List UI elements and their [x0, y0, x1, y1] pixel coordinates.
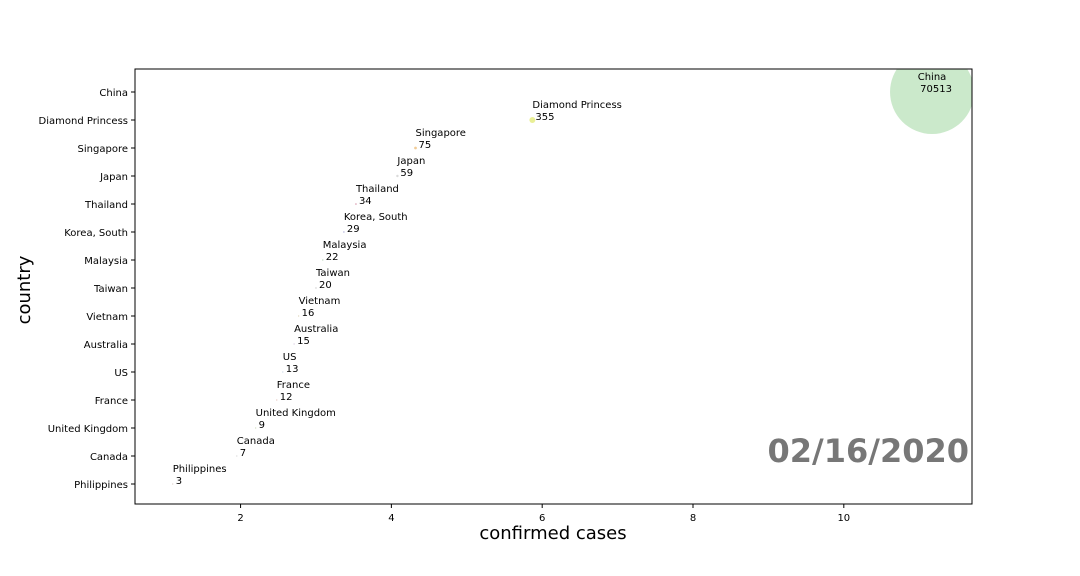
- point-label-country: China: [918, 72, 947, 83]
- bubble-china: [890, 69, 972, 134]
- point-label-value: 70513: [920, 84, 952, 95]
- y-tick-label: US: [114, 368, 128, 379]
- y-tick-label: Canada: [90, 452, 128, 463]
- point-label-value: 355: [535, 112, 554, 123]
- x-tick-label: 10: [837, 513, 850, 524]
- point-label-value: 7: [240, 448, 246, 459]
- bubble-us: [282, 371, 284, 373]
- point-label-country: Japan: [396, 156, 425, 167]
- point-label-country: United Kingdom: [256, 408, 336, 419]
- bubble-korea-south: [343, 231, 345, 233]
- y-tick-label: Australia: [84, 340, 128, 351]
- bubble-australia: [293, 343, 295, 345]
- point-label-country: Korea, South: [344, 212, 408, 223]
- point-label-value: 3: [176, 476, 182, 487]
- point-label-country: Thailand: [355, 184, 399, 195]
- point-label-value: 34: [359, 196, 372, 207]
- y-tick-label: Singapore: [78, 144, 128, 155]
- data-points: [172, 69, 972, 485]
- bubble-philippines: [172, 483, 174, 485]
- point-label-country: Australia: [294, 324, 338, 335]
- plot-frame: [134, 68, 973, 505]
- point-label-country: Taiwan: [315, 268, 350, 279]
- x-axis-title: confirmed cases: [479, 523, 626, 544]
- bubble-singapore: [414, 146, 417, 150]
- y-tick-label: United Kingdom: [48, 424, 128, 435]
- y-axis-title: country: [14, 255, 35, 324]
- bubble-france: [276, 399, 278, 401]
- y-tick-label: Thailand: [84, 200, 128, 211]
- bubble-diamond-princess: [529, 117, 536, 123]
- y-tick-label: Korea, South: [64, 228, 128, 239]
- x-tick-label: 4: [388, 513, 394, 524]
- date-stamp: 02/16/2020: [768, 432, 970, 470]
- point-label-country: Malaysia: [323, 240, 367, 251]
- y-tick-label: Taiwan: [93, 284, 128, 295]
- point-label-value: 12: [280, 392, 293, 403]
- y-axis-ticks: China Diamond Princess Singapore Japan Thail…: [39, 88, 135, 491]
- y-tick-label: Japan: [99, 172, 128, 183]
- point-label-country: Canada: [237, 436, 275, 447]
- bubble-taiwan: [315, 287, 317, 289]
- point-label-value: 59: [400, 168, 413, 179]
- bubble-malaysia: [322, 259, 324, 261]
- point-label-value: 15: [297, 336, 310, 347]
- y-tick-label: Vietnam: [86, 312, 128, 323]
- bubble-japan: [396, 174, 399, 178]
- point-label-value: 16: [302, 308, 315, 319]
- bubble-thailand: [355, 203, 357, 205]
- y-tick-label: China: [99, 88, 128, 99]
- point-label-value: 20: [319, 280, 332, 291]
- x-tick-label: 6: [539, 513, 545, 524]
- x-tick-label: 8: [690, 513, 696, 524]
- y-tick-label: Malaysia: [84, 256, 128, 267]
- bubble-vietnam: [297, 315, 300, 317]
- y-tick-label: Diamond Princess: [39, 116, 128, 127]
- x-axis-ticks: 2 4 6 8 10: [237, 504, 850, 524]
- point-label-value: 13: [286, 364, 299, 375]
- point-label-country: Vietnam: [299, 296, 341, 307]
- point-label-country: US: [283, 352, 297, 363]
- point-label-country: Philippines: [173, 464, 227, 475]
- point-label-value: 29: [347, 224, 360, 235]
- point-label-value: 9: [259, 420, 265, 431]
- bubble-canada: [236, 455, 238, 457]
- y-tick-label: France: [95, 396, 128, 407]
- point-label-value: 22: [326, 252, 339, 263]
- point-label-value: 75: [419, 140, 432, 151]
- point-label-country: Diamond Princess: [532, 100, 621, 111]
- bubble-united-kingdom: [255, 427, 257, 429]
- point-label-country: France: [277, 380, 310, 391]
- x-tick-label: 2: [237, 513, 243, 524]
- y-tick-label: Philippines: [74, 480, 128, 491]
- point-label-country: Singapore: [416, 128, 466, 139]
